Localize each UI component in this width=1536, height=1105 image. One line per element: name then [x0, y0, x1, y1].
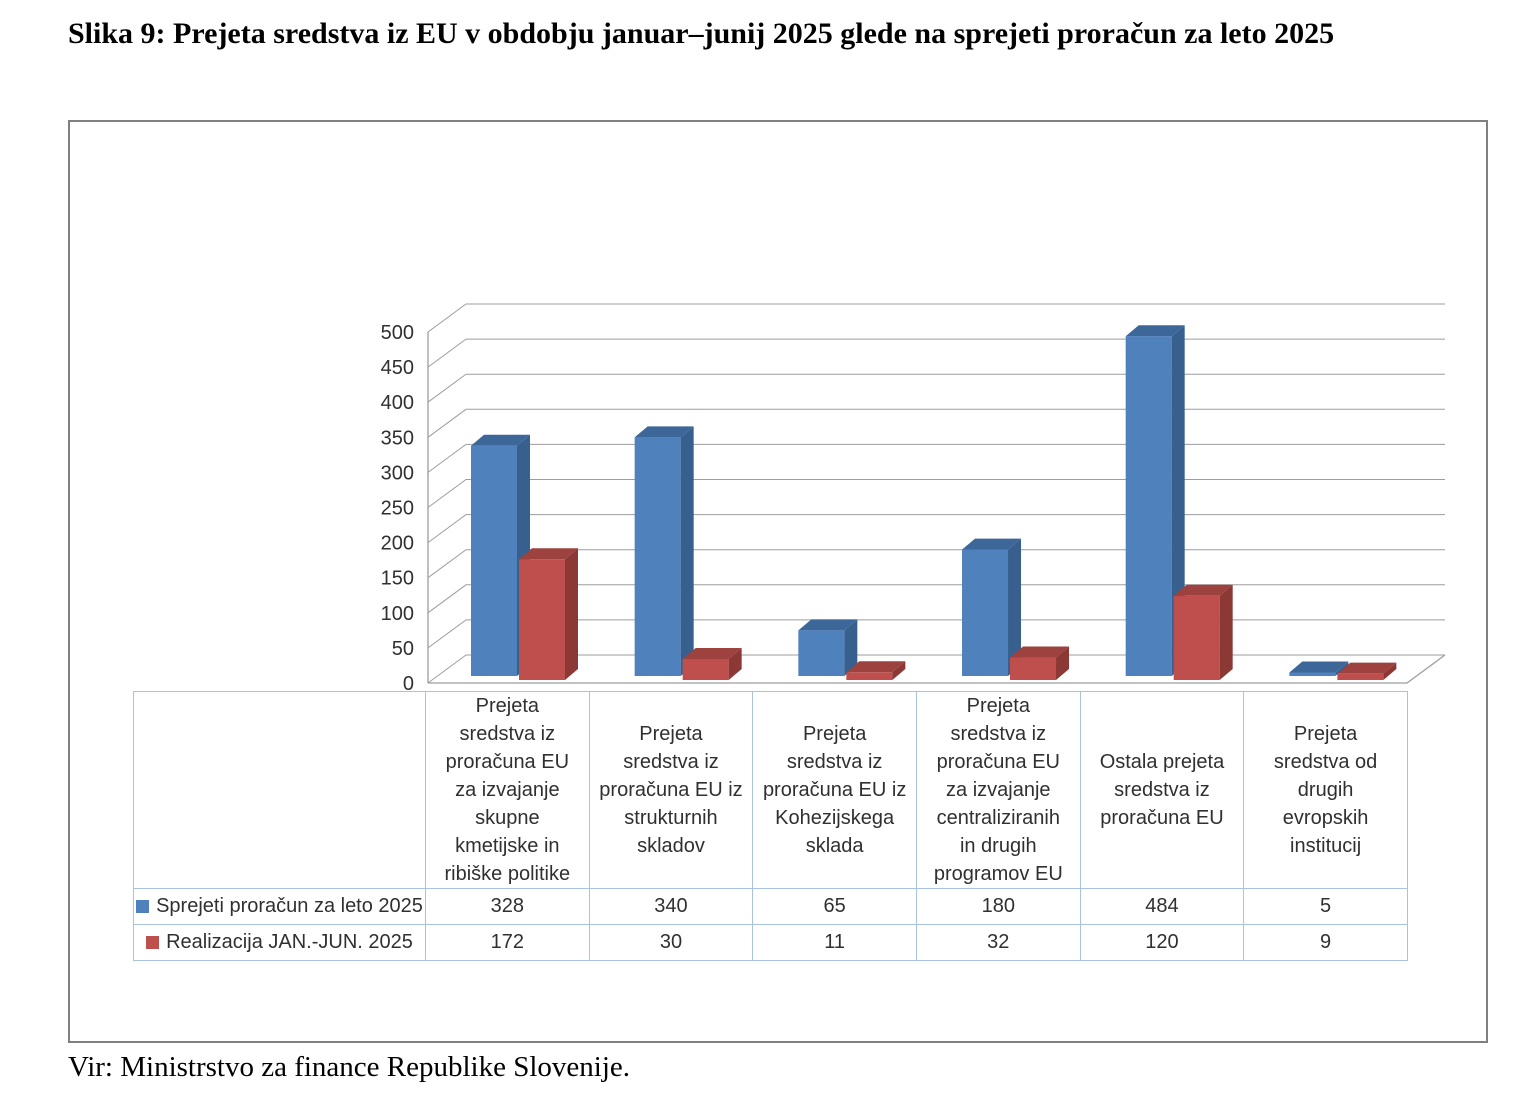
bar-side-s0-c1 — [680, 426, 694, 676]
gridline — [427, 408, 1445, 438]
bar-front-s0-c2 — [798, 630, 845, 676]
category-label: Prejeta sredstva iz proračuna EU za izva… — [425, 691, 590, 889]
floor-edge — [428, 654, 1446, 684]
y-axis-tick-label: 200 — [381, 533, 414, 555]
y-axis-tick-label: 400 — [381, 392, 414, 414]
bar-top-s1-c1 — [682, 647, 742, 659]
value-cell: 9 — [1243, 924, 1408, 961]
bar-top-s1-c3 — [1010, 646, 1070, 658]
y-axis-tick-label: 450 — [381, 357, 414, 379]
legend-swatch — [146, 936, 160, 949]
bar-top-s1-c2 — [846, 661, 906, 673]
bar-side-s1-c5 — [1383, 662, 1397, 680]
value-cell: 484 — [1079, 888, 1245, 925]
chart-frame: 0 50 100 150 200 250 300 350 400 450 500 Prejeta s… — [68, 120, 1488, 1043]
y-axis-tick-label: 350 — [381, 427, 414, 449]
category-label: Prejeta sredstva iz proračuna EU iz stru… — [588, 691, 754, 889]
chart-data-table: Prejeta sredstva iz proračuna EU za izva… — [133, 691, 1408, 961]
gridline — [427, 619, 1445, 649]
bar-front-s1-c0 — [519, 559, 565, 680]
chart-canvas: 0 50 100 150 200 250 300 350 400 450 500 — [381, 303, 1446, 695]
y-axis-tick-label: 100 — [381, 603, 414, 625]
bar-top-s1-c5 — [1337, 662, 1397, 674]
y-axis-tick-label: 150 — [381, 568, 414, 590]
value-cell: 328 — [425, 888, 590, 925]
bar-top-s0-c3 — [962, 538, 1022, 550]
bar-side-s1-c3 — [1056, 646, 1070, 680]
figure-title: Slika 9: Prejeta sredstva iz EU v obdobj… — [68, 17, 1335, 50]
legend-header-spacer — [133, 691, 426, 889]
legend-cell: Sprejeti proračun za leto 2025 — [133, 888, 426, 925]
value-cell: 120 — [1079, 924, 1245, 961]
value-cell: 30 — [588, 924, 754, 961]
bar-side-s1-c4 — [1219, 584, 1233, 680]
bar-front-s1-c5 — [1337, 673, 1384, 680]
bar-top-s0-c2 — [798, 619, 858, 631]
bar-top-s0-c0 — [471, 434, 530, 446]
gridline — [427, 514, 1445, 544]
gridline — [427, 443, 1445, 473]
gridline — [427, 654, 1445, 684]
bar-front-s0-c3 — [962, 549, 1009, 676]
series-name: Sprejeti proračun za leto 2025 — [156, 895, 423, 917]
y-axis-tick-label: 500 — [381, 322, 414, 344]
value-cell: 172 — [425, 924, 590, 961]
bar-top-s0-c4 — [1125, 325, 1185, 337]
bar-front-s1-c2 — [846, 672, 893, 680]
gridline — [427, 373, 1445, 403]
bar-side-s0-c4 — [1171, 325, 1185, 676]
bar-side-s1-c2 — [892, 661, 906, 680]
gridline — [427, 549, 1445, 579]
legend-cell: Realizacija JAN.-JUN. 2025 — [133, 924, 426, 961]
bar-side-s0-c5 — [1335, 661, 1349, 676]
series-name: Realizacija JAN.-JUN. 2025 — [166, 931, 413, 953]
category-label: Prejeta sredstva od drugih evropskih ins… — [1243, 691, 1408, 889]
category-label: Prejeta sredstva iz proračuna EU iz Kohe… — [752, 691, 917, 889]
gridline — [427, 338, 1445, 368]
gridline — [427, 303, 1445, 333]
bar-front-s1-c3 — [1010, 657, 1057, 680]
y-axis-tick-label: 300 — [381, 462, 414, 484]
bar-front-s0-c0 — [471, 445, 517, 676]
bar-side-s0-c3 — [1008, 538, 1022, 676]
y-axis-tick-label: 0 — [403, 673, 414, 695]
bar-top-s0-c1 — [634, 426, 694, 438]
bar-top-s1-c4 — [1173, 584, 1233, 596]
legend-swatch — [136, 900, 150, 913]
series-row: Realizacija JAN.-JUN. 2025 172 30 11 32 120 9 — [133, 924, 1408, 961]
series-row: Sprejeti proračun za leto 2025 328 340 65 18… — [133, 888, 1408, 925]
gridline — [427, 584, 1445, 614]
y-axis-tick-label: 250 — [381, 498, 414, 520]
bar-side-s1-c0 — [565, 548, 578, 680]
y-axis-tick-label: 50 — [392, 638, 414, 660]
value-cell: 340 — [588, 888, 754, 925]
bar-top-s0-c5 — [1289, 661, 1349, 673]
value-cell: 32 — [915, 924, 1081, 961]
bar-front-s1-c1 — [682, 658, 729, 680]
source-note: Vir: Ministrstvo za finance Republike Sl… — [68, 1051, 631, 1083]
bar-front-s0-c5 — [1289, 672, 1336, 676]
value-cell: 65 — [752, 888, 917, 925]
bar-front-s0-c4 — [1125, 336, 1172, 676]
value-cell: 5 — [1243, 888, 1408, 925]
bar-side-s1-c1 — [728, 647, 742, 680]
bar-front-s0-c1 — [634, 437, 681, 676]
bar-top-s1-c0 — [519, 548, 578, 560]
bar-front-s1-c4 — [1173, 595, 1220, 680]
bar-side-s0-c2 — [844, 619, 858, 676]
gridline — [427, 479, 1445, 508]
category-label-row: Prejeta sredstva iz proračuna EU za izva… — [133, 691, 1408, 889]
category-label: Prejeta sredstva iz proračuna EU za izva… — [915, 691, 1081, 889]
value-cell: 11 — [752, 924, 917, 961]
category-label: Ostala prejeta sredstva iz proračuna EU — [1079, 691, 1245, 889]
value-cell: 180 — [915, 888, 1081, 925]
